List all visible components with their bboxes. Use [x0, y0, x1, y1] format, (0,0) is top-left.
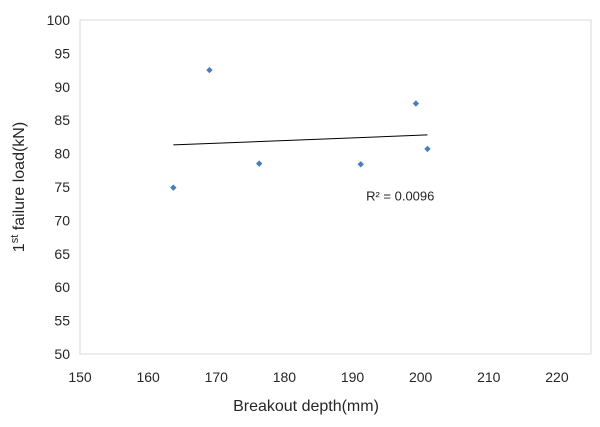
y-axis: 50 55 60 65 70 75 80 85 90 95 100 — [47, 12, 71, 362]
data-point — [412, 100, 420, 107]
r-squared-annotation: R² = 0.0096 — [366, 188, 434, 203]
x-tick-label: 170 — [205, 369, 229, 385]
data-point — [206, 66, 213, 74]
y-axis-title-sup: st — [9, 235, 21, 244]
y-tick-label: 55 — [54, 313, 70, 329]
x-tick-label: 220 — [545, 369, 569, 385]
y-tick-label: 85 — [54, 112, 70, 128]
y-axis-title-post: failure load(kN) — [11, 122, 28, 235]
y-tick-label: 65 — [54, 246, 70, 262]
y-tick-label: 50 — [54, 346, 70, 362]
y-tick-label: 90 — [54, 79, 70, 95]
data-point — [357, 161, 364, 168]
x-axis: 150 160 170 180 190 200 210 220 — [68, 369, 569, 385]
x-tick-label: 180 — [273, 369, 297, 385]
x-axis-title: Breakout depth(mm) — [233, 398, 379, 415]
y-tick-label: 80 — [54, 146, 70, 162]
x-tick-label: 160 — [136, 369, 160, 385]
y-tick-label: 70 — [54, 212, 70, 228]
x-tick-label: 210 — [477, 369, 501, 385]
y-axis-title-pre: 1 — [11, 243, 28, 252]
data-point — [255, 160, 263, 167]
data-point — [424, 145, 431, 153]
data-point — [170, 184, 177, 191]
y-tick-label: 60 — [54, 279, 70, 295]
x-tick-label: 200 — [409, 369, 433, 385]
x-tick-label: 190 — [341, 369, 365, 385]
trendline — [173, 134, 428, 146]
data-points — [170, 66, 431, 191]
y-tick-label: 100 — [47, 12, 71, 28]
y-tick-label: 95 — [54, 45, 70, 61]
y-axis-title: 1st failure load(kN) — [9, 122, 28, 252]
x-tick-label: 150 — [68, 369, 92, 385]
plot-area — [79, 19, 592, 355]
y-tick-label: 75 — [54, 179, 70, 195]
